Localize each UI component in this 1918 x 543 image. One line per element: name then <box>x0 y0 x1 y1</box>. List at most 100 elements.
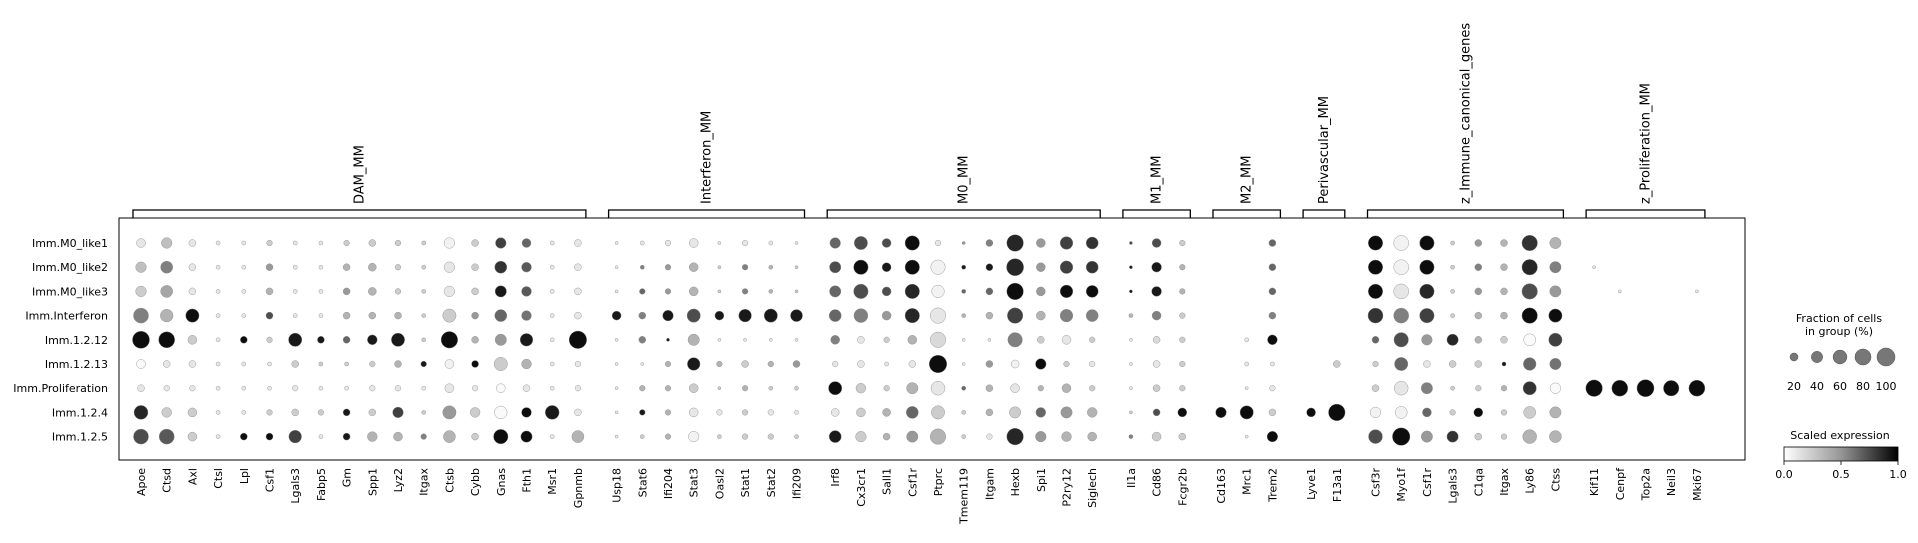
gene-label: Sall1 <box>881 468 894 495</box>
dot <box>742 288 749 295</box>
gene-label: Il1a <box>1125 468 1138 488</box>
dot <box>687 357 701 371</box>
dot <box>292 264 298 270</box>
dot <box>829 237 841 249</box>
dot <box>742 433 749 440</box>
dot <box>855 383 867 394</box>
gene-label: Itgax <box>1498 468 1511 496</box>
dot <box>741 360 749 368</box>
dot <box>1419 235 1435 251</box>
dot <box>664 409 672 416</box>
row-label: Imm.M0_like1 <box>32 237 108 250</box>
dot <box>794 434 799 439</box>
dot <box>158 331 175 349</box>
dot <box>1128 434 1134 439</box>
dot <box>1061 431 1072 442</box>
dot <box>394 264 402 271</box>
dot <box>1450 313 1455 318</box>
dot <box>241 410 247 415</box>
dot <box>367 334 378 345</box>
dot <box>241 313 247 318</box>
gene-label: Hexb <box>1009 468 1022 496</box>
dot <box>794 338 799 342</box>
gene-label: Lgals3 <box>1447 468 1460 504</box>
gene-label: Irf8 <box>829 468 842 487</box>
row-label: Imm.1.2.4 <box>52 406 108 419</box>
dot <box>884 361 889 367</box>
dot <box>291 360 299 368</box>
dot <box>574 263 582 271</box>
dot <box>394 288 402 295</box>
group-label: M0_MM <box>957 156 972 204</box>
dot <box>792 360 801 368</box>
dot <box>1059 309 1074 323</box>
dot <box>1129 362 1133 366</box>
dot <box>717 265 722 269</box>
dot <box>853 283 869 299</box>
dot <box>1450 240 1455 246</box>
dot <box>215 313 221 318</box>
dot <box>1306 407 1316 418</box>
dot <box>1270 361 1275 367</box>
dot <box>1268 287 1277 296</box>
dot <box>494 260 508 274</box>
dot <box>394 385 402 392</box>
dot <box>961 313 966 318</box>
dot <box>1036 238 1046 248</box>
dot <box>549 240 555 246</box>
dot <box>369 385 376 392</box>
gene-label: Ctss <box>1549 468 1562 492</box>
dot <box>986 433 993 440</box>
dot <box>881 286 892 297</box>
dot <box>830 335 840 345</box>
dot <box>521 310 532 321</box>
dot <box>368 262 377 272</box>
dot <box>496 383 506 393</box>
dot <box>639 409 646 416</box>
dot <box>639 385 646 392</box>
gene-label: Ifi204 <box>662 468 675 499</box>
dot <box>318 385 324 391</box>
gene-label: Ptprc <box>932 468 945 496</box>
dot <box>1059 260 1074 274</box>
dot <box>1549 261 1562 274</box>
dot <box>1449 409 1456 416</box>
dot <box>830 408 840 417</box>
dot <box>1063 360 1070 368</box>
dot <box>187 335 198 345</box>
dot <box>767 433 774 440</box>
dot <box>521 407 532 418</box>
dot <box>961 241 966 245</box>
dot <box>1087 407 1098 418</box>
dot <box>444 383 455 393</box>
dot <box>1085 260 1099 274</box>
group-bracket-z_immune_canonical_genes <box>1366 209 1565 218</box>
dot <box>1448 360 1457 368</box>
gene-label: Ifi209 <box>791 468 804 499</box>
dot <box>1419 308 1435 324</box>
dot <box>1035 358 1047 370</box>
dot <box>574 408 582 417</box>
dot <box>1549 358 1562 370</box>
dot <box>137 384 145 392</box>
dot <box>1152 336 1161 344</box>
dot <box>1151 310 1162 321</box>
dot <box>215 289 221 294</box>
size-legend-tick: 20 <box>1787 380 1801 393</box>
dot <box>767 409 774 416</box>
dot <box>907 335 917 345</box>
dot <box>1244 337 1249 343</box>
dot <box>1060 406 1073 419</box>
dot <box>1450 264 1455 270</box>
row-label: Imm.M0_like3 <box>32 285 108 298</box>
gene-label: Tmem119 <box>958 468 971 525</box>
dot <box>614 386 619 390</box>
dot <box>1129 410 1133 415</box>
dot <box>472 385 479 392</box>
dot <box>574 385 581 392</box>
dot <box>1006 258 1024 276</box>
dot <box>883 336 890 343</box>
dot <box>215 337 221 343</box>
dot <box>133 405 149 420</box>
dot <box>136 359 146 369</box>
